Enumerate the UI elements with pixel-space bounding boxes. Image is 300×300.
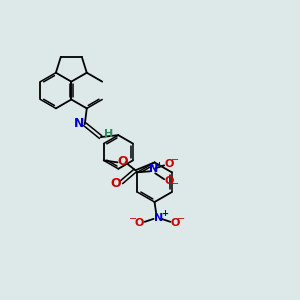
Text: N: N xyxy=(148,164,158,174)
Text: O: O xyxy=(164,159,174,170)
Text: +: + xyxy=(161,209,168,218)
Text: −: − xyxy=(171,179,179,189)
Text: +: + xyxy=(155,161,162,170)
Text: N: N xyxy=(74,117,84,130)
Text: N: N xyxy=(154,213,163,223)
Text: O: O xyxy=(171,218,180,228)
Text: O: O xyxy=(110,177,121,190)
Text: O: O xyxy=(117,155,128,168)
Text: H: H xyxy=(104,129,113,139)
Text: −: − xyxy=(129,214,137,224)
Text: −: − xyxy=(177,214,185,224)
Text: O: O xyxy=(134,218,143,228)
Text: −: − xyxy=(171,155,179,165)
Text: O: O xyxy=(164,176,174,186)
